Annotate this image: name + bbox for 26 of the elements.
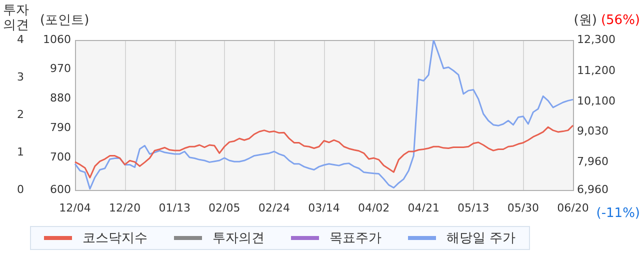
text: (56%) [600, 13, 640, 28]
legend-label: 투자의견 [212, 230, 264, 247]
text: (-11%) [596, 206, 640, 221]
y2-tick-label: 9,030 [577, 124, 608, 138]
y3-tick-label: 1 [17, 145, 24, 158]
y-tick-label: 700 [50, 150, 71, 164]
y2-tick-label: 11,200 [577, 64, 616, 77]
y-tick-label: 880 [50, 92, 71, 105]
y-tick-label: 1060 [43, 32, 71, 46]
y3-tick-label: 0 [17, 182, 24, 196]
y3-axis-title: 투자의견 [3, 3, 29, 33]
y-tick-label: 600 [50, 182, 71, 196]
y2-axis-title: (원) [574, 13, 597, 28]
y3-tick-label: 2 [17, 108, 24, 121]
y2-tick-label: 7,960 [577, 154, 608, 168]
y-axis-title: (포인트) [40, 13, 90, 28]
y2-tick-label: 10,100 [577, 94, 616, 108]
y-tick-label: 970 [50, 62, 71, 76]
y3-tick-label: 3 [17, 70, 24, 84]
legend-label: 해당일 주가 [446, 230, 516, 247]
y-tick-label: 790 [50, 120, 71, 134]
legend-label: 목표주가 [329, 230, 382, 247]
y2-tick-label: 12,300 [577, 32, 616, 46]
y2-tick-label: 6,960 [577, 182, 608, 196]
legend-label: 코스닥지수 [82, 230, 148, 247]
y3-tick-label: 4 [17, 32, 24, 46]
